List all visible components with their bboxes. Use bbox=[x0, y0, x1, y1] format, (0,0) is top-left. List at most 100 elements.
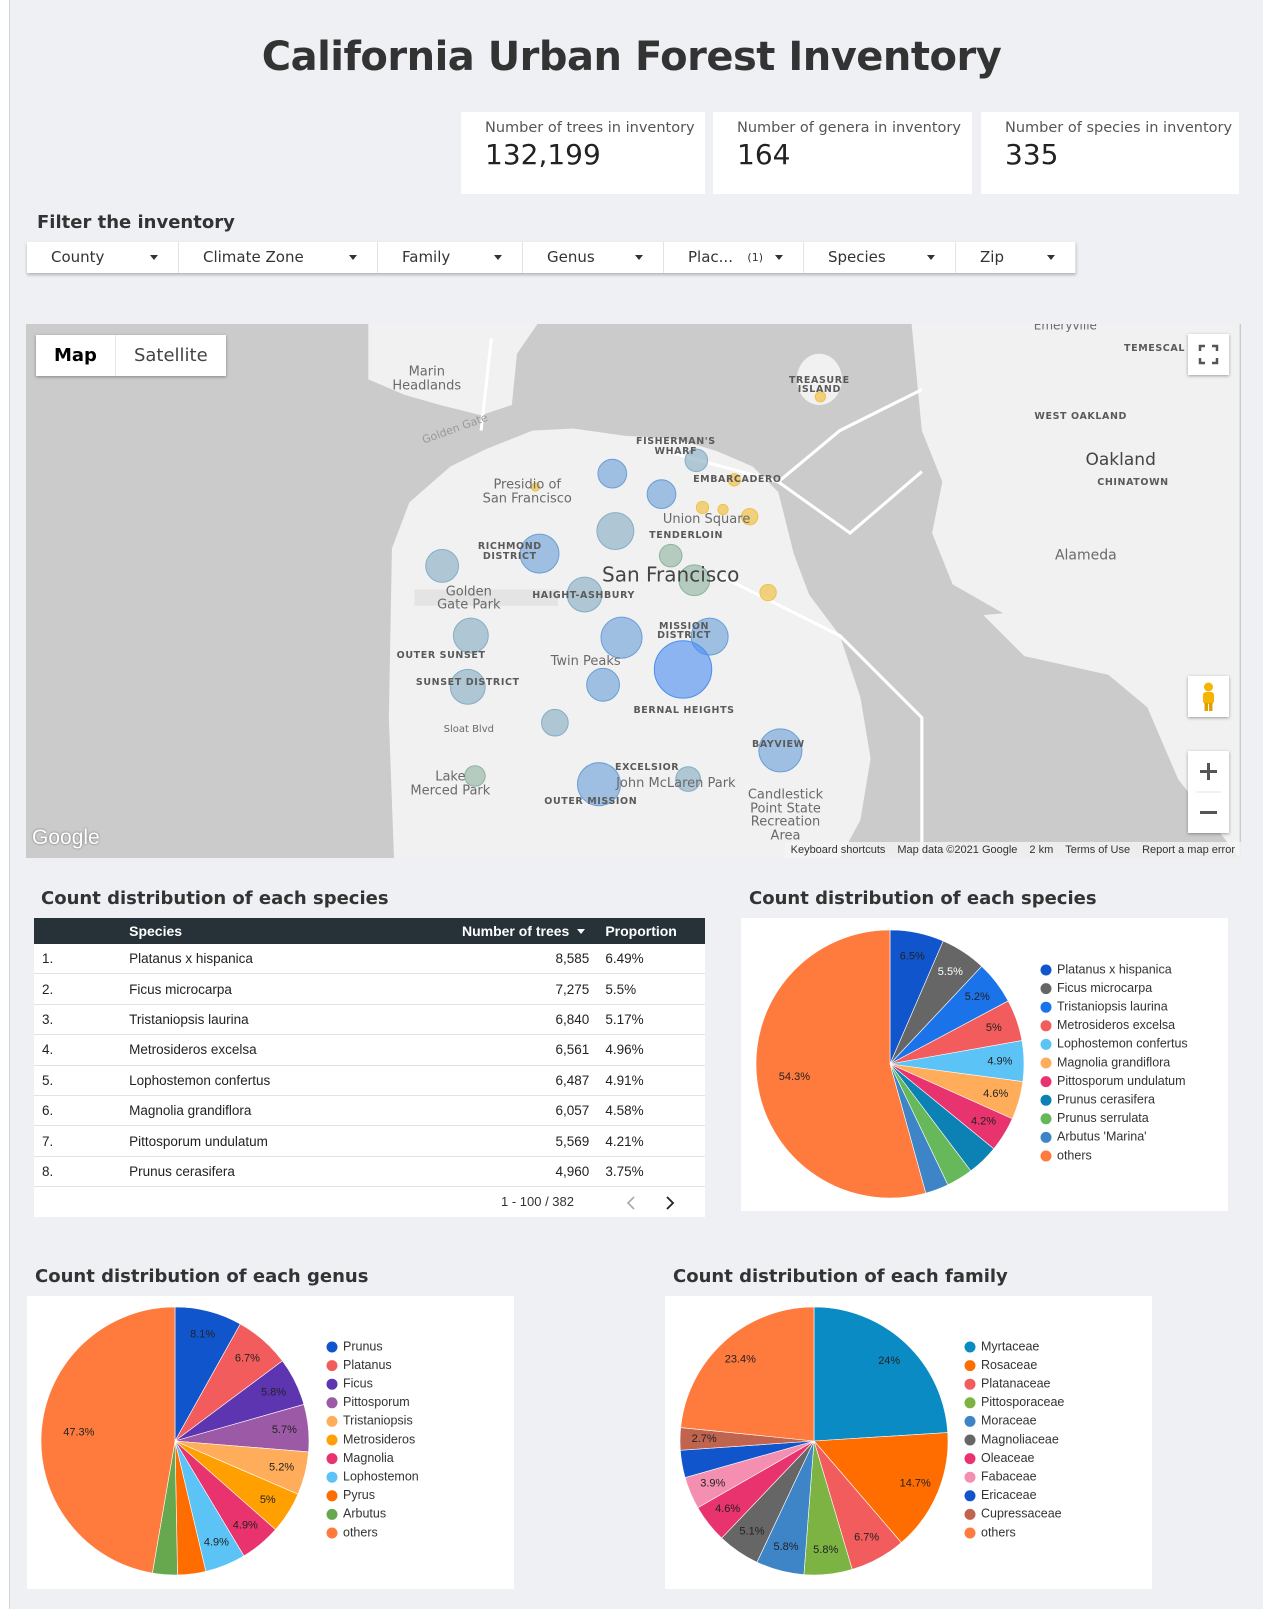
legend-swatch[interactable] bbox=[964, 1360, 976, 1372]
legend-swatch[interactable] bbox=[1040, 983, 1052, 995]
map-bubble[interactable] bbox=[452, 617, 489, 654]
map-bubble[interactable] bbox=[740, 507, 759, 526]
next-page[interactable] bbox=[662, 1195, 678, 1211]
map-bubble[interactable] bbox=[425, 548, 460, 583]
filter-dropdown[interactable]: Species bbox=[804, 242, 956, 273]
legend-label[interactable]: Metrosideros excelsa bbox=[1057, 1018, 1175, 1032]
legend-swatch[interactable] bbox=[326, 1490, 338, 1502]
map-bubble[interactable] bbox=[717, 503, 729, 516]
filter-dropdown[interactable]: County bbox=[27, 242, 179, 273]
legend-label[interactable]: Oleaceae bbox=[981, 1451, 1035, 1465]
map-bubble[interactable] bbox=[658, 543, 683, 568]
prev-page[interactable] bbox=[624, 1195, 640, 1211]
legend-swatch[interactable] bbox=[1040, 964, 1052, 976]
map-footer-item[interactable]: Report a map error bbox=[1142, 844, 1235, 856]
legend-swatch[interactable] bbox=[326, 1527, 338, 1539]
street-view-button[interactable] bbox=[1188, 676, 1229, 717]
legend-swatch[interactable] bbox=[1040, 1094, 1052, 1106]
legend-swatch[interactable] bbox=[964, 1341, 976, 1353]
map-bubble[interactable] bbox=[597, 458, 628, 489]
map-bubble[interactable] bbox=[675, 766, 701, 792]
map-type-button[interactable]: Satellite bbox=[133, 345, 208, 366]
map-bubble[interactable] bbox=[684, 448, 709, 473]
legend-swatch[interactable] bbox=[1040, 1150, 1052, 1162]
legend-swatch[interactable] bbox=[1040, 1038, 1052, 1050]
filter-dropdown[interactable]: Climate Zone bbox=[179, 242, 378, 273]
legend-label[interactable]: Myrtaceae bbox=[981, 1339, 1039, 1353]
legend-label[interactable]: Pyrus bbox=[343, 1488, 375, 1502]
legend-swatch[interactable] bbox=[964, 1471, 976, 1483]
legend-label[interactable]: Lophostemon confertus bbox=[1057, 1037, 1188, 1051]
legend-label[interactable]: Fabaceae bbox=[981, 1469, 1037, 1483]
legend-label[interactable]: Prunus serrulata bbox=[1057, 1111, 1149, 1125]
map-bubble[interactable] bbox=[814, 391, 827, 403]
legend-swatch[interactable] bbox=[964, 1415, 976, 1427]
map-bubble[interactable] bbox=[596, 512, 635, 551]
legend-swatch[interactable] bbox=[964, 1378, 976, 1390]
pie-slice[interactable] bbox=[755, 929, 927, 1199]
map-type-button[interactable]: Map bbox=[36, 335, 116, 376]
legend-swatch[interactable] bbox=[1040, 1020, 1052, 1032]
map-bubble[interactable] bbox=[586, 667, 620, 702]
legend-label[interactable]: Ficus microcarpa bbox=[1057, 981, 1152, 995]
map-bubble[interactable] bbox=[678, 564, 711, 597]
legend-swatch[interactable] bbox=[964, 1527, 976, 1539]
legend-swatch[interactable] bbox=[326, 1360, 338, 1372]
legend-swatch[interactable] bbox=[964, 1434, 976, 1446]
legend-label[interactable]: Cupressaceae bbox=[981, 1507, 1062, 1521]
pie-slice[interactable] bbox=[40, 1306, 176, 1574]
legend-label[interactable]: Rosaceae bbox=[981, 1358, 1037, 1372]
legend-swatch[interactable] bbox=[964, 1453, 976, 1465]
legend-label[interactable]: Pittosporum undulatum bbox=[1057, 1074, 1186, 1088]
pie-slice[interactable] bbox=[813, 1306, 949, 1442]
legend-swatch[interactable] bbox=[1040, 1076, 1052, 1088]
map-bubble[interactable] bbox=[653, 640, 713, 699]
legend-label[interactable]: Pittosporum bbox=[343, 1395, 410, 1409]
zoom-icons[interactable] bbox=[1188, 751, 1229, 833]
filter-dropdown[interactable]: Genus bbox=[523, 242, 664, 273]
filter-dropdown[interactable]: Plac... (1) bbox=[664, 242, 804, 273]
legend-label[interactable]: Tristaniopsis laurina bbox=[1057, 999, 1168, 1013]
legend-label[interactable]: Pittosporaceae bbox=[981, 1395, 1064, 1409]
legend-label[interactable]: Platanaceae bbox=[981, 1376, 1051, 1390]
pie-slice[interactable] bbox=[813, 1432, 949, 1544]
map-bubble[interactable] bbox=[519, 533, 560, 574]
legend-label[interactable]: Platanus x hispanica bbox=[1057, 962, 1172, 976]
legend-label[interactable]: others bbox=[981, 1525, 1016, 1539]
map-bubble[interactable] bbox=[530, 482, 541, 492]
map-bubble[interactable] bbox=[695, 500, 710, 515]
legend-swatch[interactable] bbox=[326, 1471, 338, 1483]
legend-swatch[interactable] bbox=[1040, 1131, 1052, 1143]
map-bubble[interactable] bbox=[600, 616, 643, 659]
map-footer-item[interactable]: Terms of Use bbox=[1065, 844, 1131, 856]
legend-swatch[interactable] bbox=[326, 1453, 338, 1465]
filter-dropdown[interactable]: Zip bbox=[956, 242, 1076, 273]
map-bubble[interactable] bbox=[566, 576, 603, 613]
map-bubble[interactable] bbox=[727, 473, 741, 487]
legend-swatch[interactable] bbox=[1040, 1057, 1052, 1069]
legend-label[interactable]: Arbutus 'Marina' bbox=[1057, 1130, 1147, 1144]
map-bubble[interactable] bbox=[449, 668, 486, 705]
pie-slice[interactable] bbox=[680, 1306, 815, 1442]
legend-swatch[interactable] bbox=[964, 1397, 976, 1409]
legend-label[interactable]: Arbutus bbox=[343, 1507, 386, 1521]
legend-swatch[interactable] bbox=[1040, 1001, 1052, 1013]
legend-swatch[interactable] bbox=[326, 1415, 338, 1427]
legend-swatch[interactable] bbox=[964, 1490, 976, 1502]
legend-label[interactable]: Prunus bbox=[343, 1339, 383, 1353]
legend-label[interactable]: Magnolia bbox=[343, 1451, 394, 1465]
map-bubble[interactable] bbox=[646, 479, 677, 510]
column-header[interactable]: Number of trees bbox=[400, 918, 606, 944]
map[interactable]: Marin Headlands Golden Gate Presidio of Sa… bbox=[26, 324, 1241, 858]
map-footer-item[interactable]: Keyboard shortcuts bbox=[790, 844, 886, 856]
map-bubble[interactable] bbox=[576, 762, 622, 807]
fullscreen-button[interactable] bbox=[1188, 334, 1229, 375]
legend-label[interactable]: Magnoliaceae bbox=[981, 1432, 1059, 1446]
legend-label[interactable]: Prunus cerasifera bbox=[1057, 1092, 1155, 1106]
legend-swatch[interactable] bbox=[326, 1397, 338, 1409]
legend-swatch[interactable] bbox=[326, 1378, 338, 1390]
legend-label[interactable]: Platanus bbox=[343, 1358, 392, 1372]
legend-swatch[interactable] bbox=[326, 1434, 338, 1446]
map-bubble[interactable] bbox=[690, 617, 729, 656]
map-bubble[interactable] bbox=[464, 765, 486, 787]
